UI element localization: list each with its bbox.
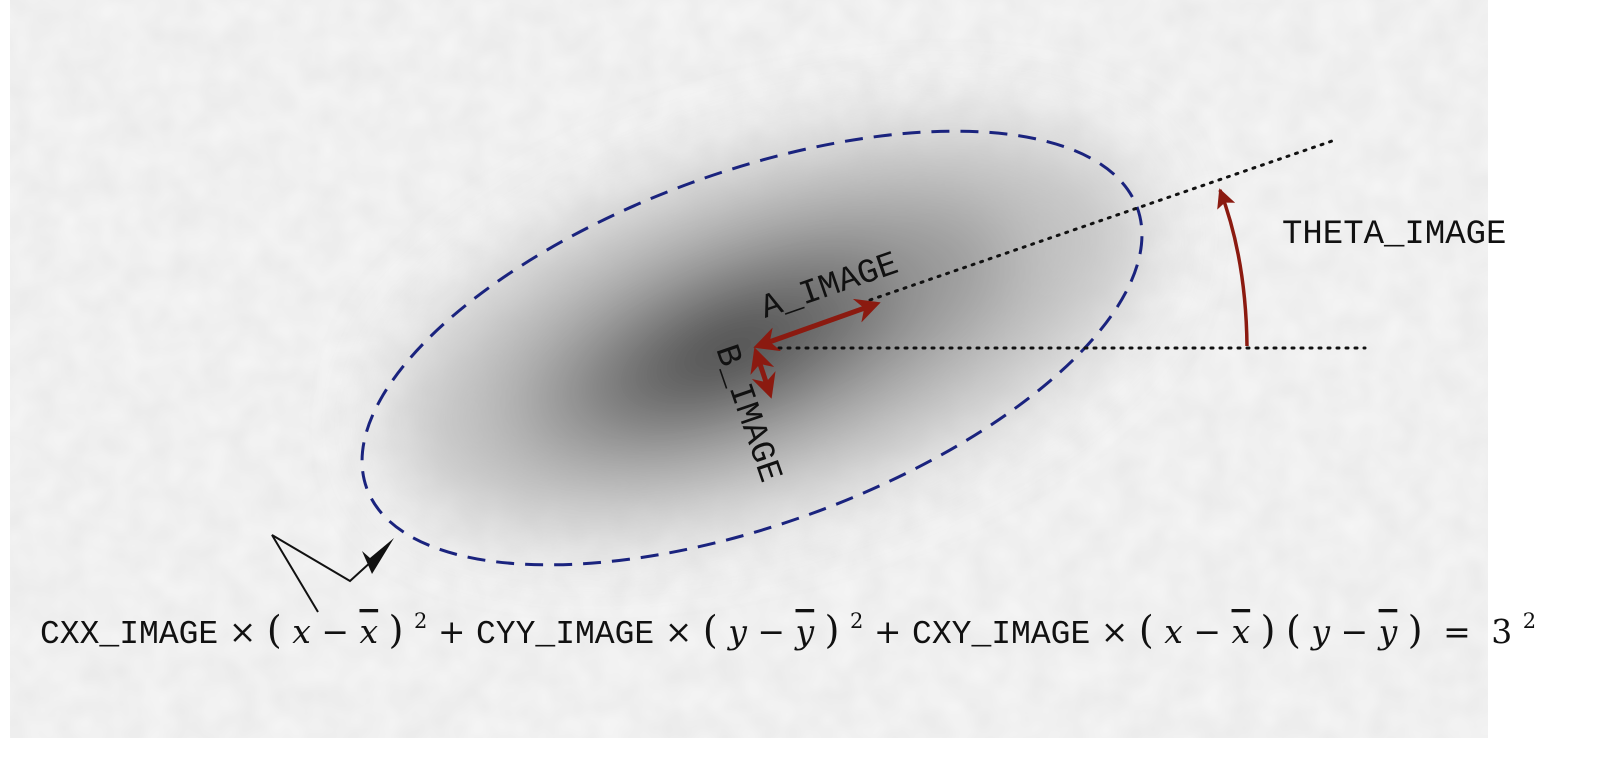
theta-arc-arrow — [1217, 188, 1249, 347]
eq-ybar-1: y — [794, 612, 815, 651]
eq-cxy: CXY_IMAGE — [912, 616, 1090, 653]
eq-y-2: y — [1309, 612, 1330, 651]
eq-minus-1: − — [321, 612, 349, 651]
eq-x-2: x — [1164, 612, 1183, 651]
eq-rparen-3: ) — [1261, 608, 1276, 652]
eq-equals: = — [1443, 612, 1471, 651]
eq-rparen-1: ) — [389, 608, 404, 652]
eq-lparen-4: ( — [1286, 608, 1301, 652]
eq-times-2: × — [665, 612, 693, 651]
eq-times-1: × — [229, 612, 257, 651]
eq-ybar-2: y — [1377, 612, 1398, 651]
eq-rparen-2: ) — [825, 608, 840, 652]
eq-cyy: CYY_IMAGE — [476, 616, 654, 653]
eq-xbar-1: x — [360, 612, 379, 651]
isophote-ellipse — [360, 129, 1144, 567]
eq-times-3: × — [1101, 612, 1129, 651]
eq-cxx: CXX_IMAGE — [40, 616, 218, 653]
major-axis-line — [868, 138, 1337, 302]
a-image-arrow — [753, 298, 881, 352]
b-image-arrow — [750, 347, 776, 399]
eq-rhs-base: 3 — [1491, 612, 1512, 651]
eq-lparen-3: ( — [1139, 608, 1154, 652]
eq-plus-1: + — [438, 612, 466, 651]
ellipse-equation: CXX_IMAGE × ( x − x ) 2 + CYY_IMAGE × ( … — [40, 597, 1536, 653]
eq-rparen-4: ) — [1408, 608, 1423, 652]
theta-image-label: THETA_IMAGE — [1282, 216, 1506, 254]
eq-y-1: y — [726, 612, 747, 651]
equation-pointer-line — [271, 534, 385, 613]
eq-x-1: x — [292, 612, 311, 651]
eq-square-2: 2 — [850, 609, 863, 633]
eq-lparen-2: ( — [703, 608, 718, 652]
eq-xbar-2: x — [1232, 612, 1251, 651]
eq-plus-2: + — [874, 612, 902, 651]
eq-minus-2: − — [757, 612, 785, 651]
eq-minus-3: − — [1193, 612, 1221, 651]
eq-square-1: 2 — [414, 609, 427, 633]
eq-minus-4: − — [1340, 612, 1368, 651]
equation-pointer-arrowhead — [362, 538, 394, 574]
eq-rhs-exp: 2 — [1523, 609, 1536, 633]
eq-lparen-1: ( — [267, 608, 282, 652]
